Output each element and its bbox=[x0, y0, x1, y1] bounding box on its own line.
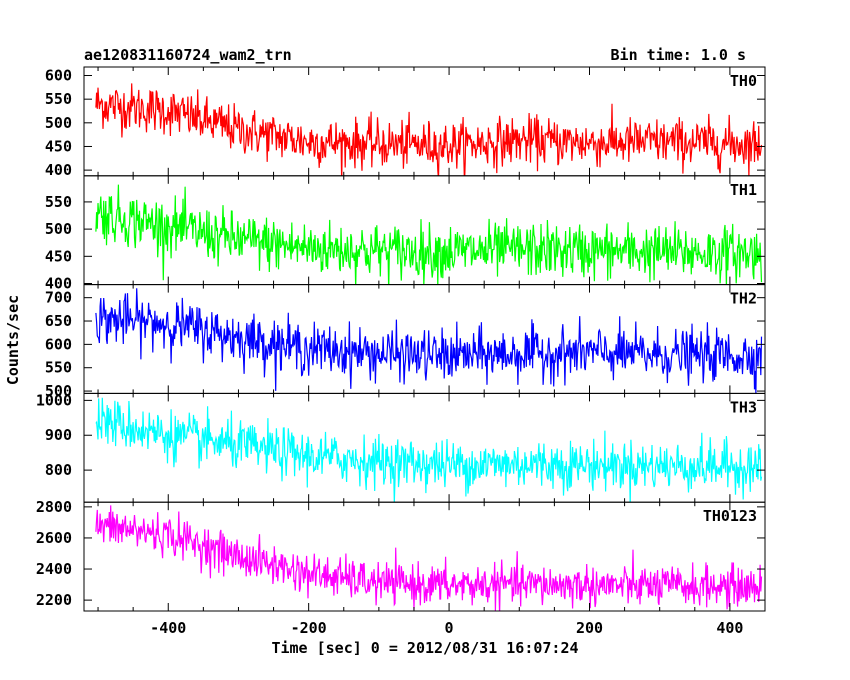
y-tick-label: 2400 bbox=[36, 560, 72, 578]
panel-th0: TH0 400 450 500 550 600 bbox=[45, 66, 766, 179]
panel-th2: TH2 500 550 600 650 700 bbox=[45, 284, 766, 400]
bin-time-label: Bin time: 1.0 s bbox=[611, 46, 746, 64]
panel-th3: TH3 800 900 1000 bbox=[36, 391, 766, 503]
y-tick-label: 550 bbox=[45, 359, 72, 377]
panel-label: TH3 bbox=[730, 398, 757, 416]
y-axis-label: Counts/sec bbox=[4, 295, 22, 385]
y-tick-label: 900 bbox=[45, 426, 72, 444]
y-tick-label: 500 bbox=[45, 382, 72, 400]
x-tick-label: -400 bbox=[150, 619, 186, 637]
y-tick-label: 550 bbox=[45, 90, 72, 108]
panel-label: TH0 bbox=[730, 72, 757, 90]
y-tick-label: 800 bbox=[45, 461, 72, 479]
y-tick-label: 1000 bbox=[36, 391, 72, 409]
series-th2 bbox=[95, 288, 763, 394]
x-tick-label: 0 bbox=[445, 619, 454, 637]
y-tick-label: 2600 bbox=[36, 529, 72, 547]
x-tick-label: 200 bbox=[576, 619, 603, 637]
panel-th0123: TH0123 2200 2400 2600 2800 -400 -200 0 200 400 bbox=[36, 498, 766, 637]
y-tick-label: 400 bbox=[45, 275, 72, 293]
y-tick-label: 2200 bbox=[36, 591, 72, 609]
series-th3 bbox=[95, 397, 763, 503]
y-tick-label: 450 bbox=[45, 247, 72, 265]
y-tick-label: 550 bbox=[45, 193, 72, 211]
panel-frame bbox=[83, 66, 766, 177]
panel-th1: TH1 400 450 500 550 bbox=[45, 175, 766, 293]
panels: TH0 400 450 500 550 600 TH1 400 450 500 550 TH2 500 5… bbox=[36, 66, 766, 637]
panel-frame bbox=[83, 501, 766, 612]
y-tick-label: 450 bbox=[45, 137, 72, 155]
chart-title: ae120831160724_wam2_trn bbox=[84, 46, 292, 64]
series-th1 bbox=[95, 184, 763, 285]
panel-label: TH1 bbox=[730, 181, 757, 199]
y-tick-label: 400 bbox=[45, 161, 72, 179]
y-tick-label: 600 bbox=[45, 67, 72, 85]
x-axis-label: Time [sec] 0 = 2012/08/31 16:07:24 bbox=[271, 639, 578, 657]
y-tick-label: 2800 bbox=[36, 498, 72, 516]
y-tick-label: 600 bbox=[45, 335, 72, 353]
y-tick-label: 500 bbox=[45, 114, 72, 132]
panel-label: TH2 bbox=[730, 290, 757, 308]
series-th0 bbox=[95, 83, 763, 176]
x-tick-label: -200 bbox=[291, 619, 327, 637]
panel-label: TH0123 bbox=[703, 507, 757, 525]
y-tick-label: 500 bbox=[45, 220, 72, 238]
series-th0123 bbox=[95, 505, 763, 612]
x-tick-label: 400 bbox=[716, 619, 743, 637]
y-tick-label: 650 bbox=[45, 312, 72, 330]
panel-frame bbox=[83, 392, 766, 503]
y-tick-label: 700 bbox=[45, 289, 72, 307]
